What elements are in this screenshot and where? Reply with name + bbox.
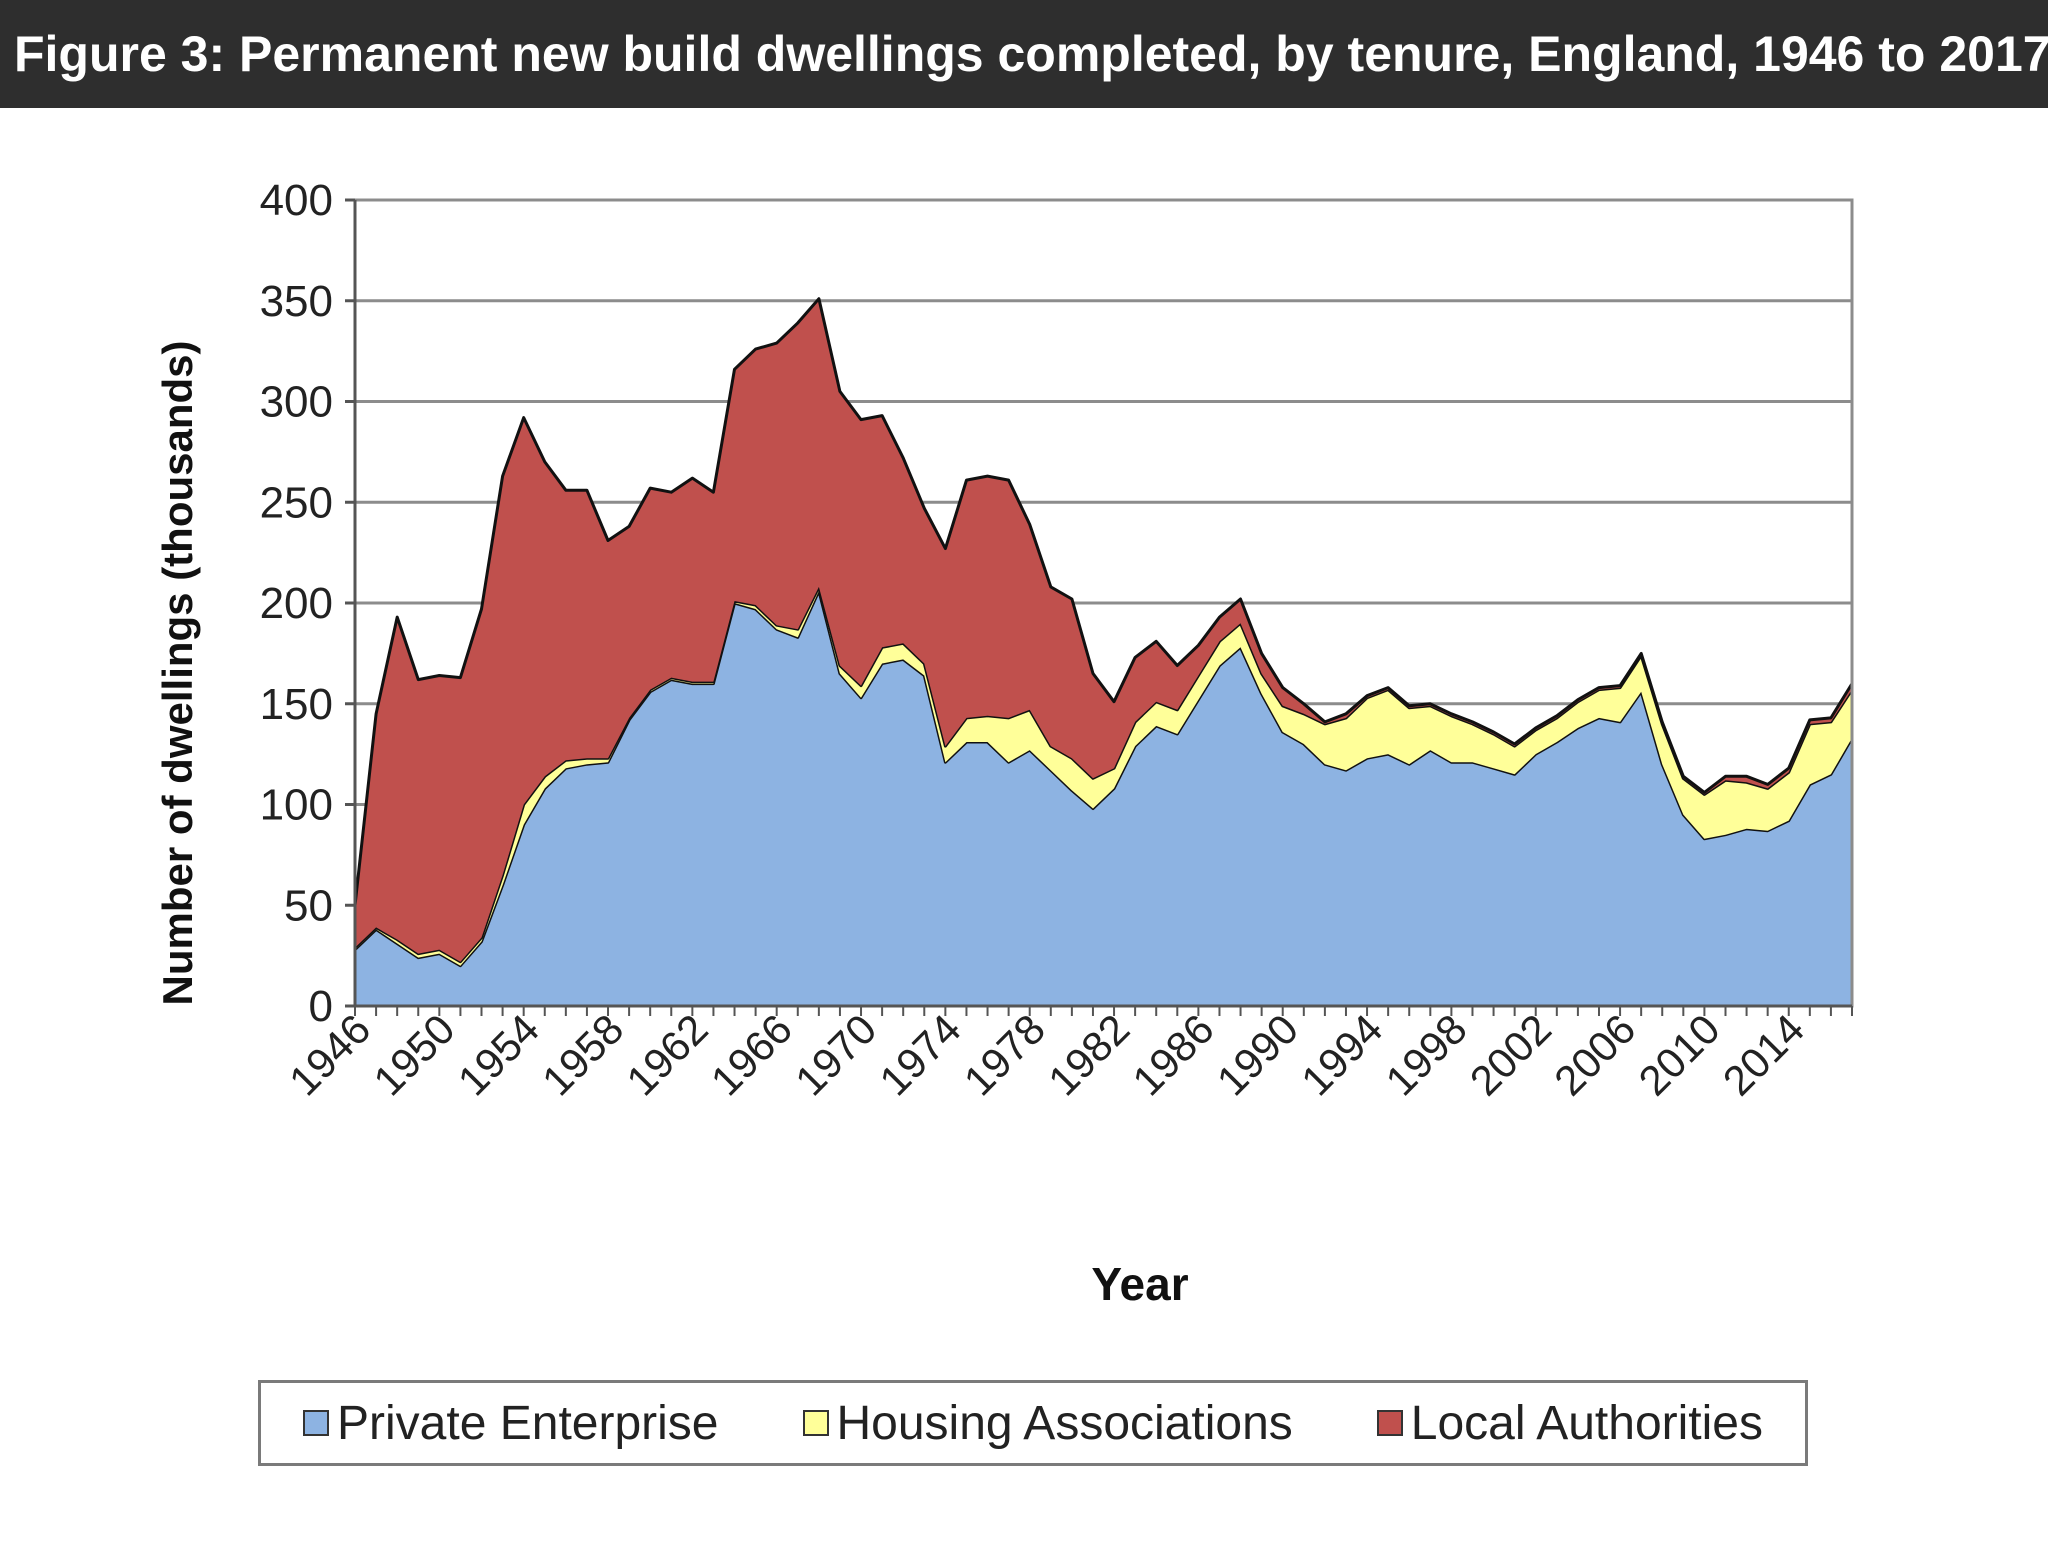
x-tick-label-2006: 2006 (1545, 1005, 1644, 1104)
x-tick-label-1962: 1962 (617, 1005, 716, 1104)
series-areas (353, 297, 1854, 1006)
legend-item-private-enterprise: Private Enterprise (303, 1396, 719, 1451)
x-tick-label-1974: 1974 (870, 1005, 969, 1104)
x-axis-label: Year (1091, 1258, 1188, 1310)
legend-label-private-enterprise: Private Enterprise (337, 1396, 719, 1450)
legend-item-housing-associations: Housing Associations (802, 1396, 1293, 1451)
y-tick-label-350: 350 (260, 277, 333, 326)
x-tick-label-1998: 1998 (1376, 1005, 1475, 1104)
y-axis-label: Number of dwellings (thousands) (154, 340, 201, 1005)
y-tick-label-150: 150 (260, 680, 333, 729)
x-tick-labels: 1946195019541958196219661970197419781982… (280, 1005, 1813, 1104)
y-tick-label-250: 250 (260, 478, 333, 527)
y-tick-label-400: 400 (260, 176, 333, 225)
x-tick-label-2002: 2002 (1461, 1005, 1560, 1104)
chart-area: 0 50 100 150 200 250 300 350 400 1946 1950 1954 195… (0, 108, 2048, 1536)
x-tick-label-2010: 2010 (1629, 1005, 1728, 1104)
x-tick-label-1986: 1986 (1123, 1005, 1222, 1104)
y-tick-label-100: 100 (260, 781, 333, 830)
x-tick-label-1958: 1958 (533, 1005, 632, 1104)
y-tick-label-50: 50 (284, 881, 333, 930)
area-outline-local-authorities (353, 297, 1854, 906)
legend-swatch-housing-associations (802, 1410, 829, 1436)
legend: Private Enterprise Housing Associations … (258, 1380, 1808, 1466)
area-local-authorities (355, 298, 1852, 962)
x-tick-label-1994: 1994 (1292, 1005, 1391, 1104)
legend-swatch-local-authorities (1376, 1410, 1403, 1436)
legend-item-local-authorities: Local Authorities (1376, 1396, 1763, 1451)
x-tick-label-1990: 1990 (1208, 1005, 1307, 1104)
x-tick-label-1966: 1966 (702, 1005, 801, 1104)
y-tick-label-300: 300 (260, 378, 333, 427)
y-tick-label-200: 200 (260, 579, 333, 628)
x-tick-label-2014: 2014 (1714, 1005, 1813, 1104)
y-tick-labels: 0 50 100 150 200 250 300 350 400 (260, 176, 333, 1031)
x-tick-label-1950: 1950 (364, 1005, 463, 1104)
axes (345, 198, 1854, 1016)
area-housing-associations (355, 586, 1852, 966)
legend-label-housing-associations: Housing Associations (836, 1396, 1293, 1450)
stacked-area-chart: 0 50 100 150 200 250 300 350 400 194619501954195… (154, 176, 1854, 1310)
x-tick-label-1978: 1978 (955, 1005, 1054, 1104)
y-tick-label-0: 0 (309, 982, 333, 1031)
figure-title: Figure 3: Permanent new build dwellings … (0, 0, 2048, 108)
legend-swatch-private-enterprise (303, 1410, 329, 1436)
x-tick-label-1954: 1954 (449, 1005, 548, 1104)
legend-label-local-authorities: Local Authorities (1410, 1396, 1763, 1450)
x-tick-label-1982: 1982 (1039, 1005, 1138, 1104)
x-tick-label-1970: 1970 (786, 1005, 885, 1104)
